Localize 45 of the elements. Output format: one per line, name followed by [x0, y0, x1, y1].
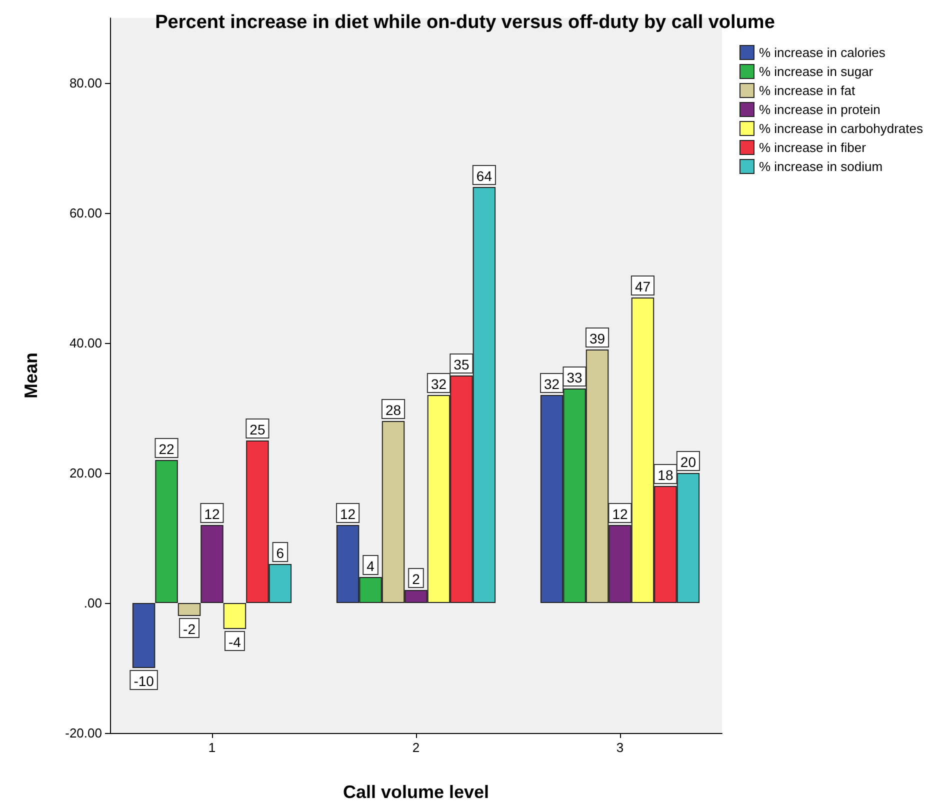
data-label: 35 [454, 356, 470, 372]
y-tick-label: 80.00 [69, 76, 102, 90]
data-label: 18 [658, 467, 674, 483]
data-label: -4 [228, 634, 242, 650]
bar [200, 525, 224, 603]
data-label: -10 [134, 673, 154, 689]
data-label: 6 [276, 545, 284, 561]
data-label: 4 [366, 558, 375, 574]
chart-title: Percent increase in diet while on-duty versus off-duty by call volume [155, 12, 775, 33]
data-label: 20 [680, 454, 696, 470]
y-axis-title: Mean [21, 352, 41, 399]
data-label: -2 [183, 621, 196, 637]
legend-label: % increase in sodium [758, 159, 883, 174]
data-label: 33 [566, 370, 583, 386]
y-tick-label: 40.00 [69, 336, 102, 350]
data-label: 12 [612, 506, 628, 522]
legend-label: % increase in calories [758, 45, 886, 60]
legend-label: % increase in fiber [758, 140, 867, 155]
legend-label: % increase in sugar [758, 64, 874, 79]
bar [155, 460, 178, 603]
data-label: 39 [589, 330, 606, 346]
legend-label: % increase in protein [758, 102, 880, 117]
legend-label: % increase in fat [758, 83, 856, 98]
data-label: 25 [250, 422, 266, 438]
data-label: 2 [412, 571, 420, 587]
data-label: 28 [385, 402, 402, 418]
data-label: 32 [430, 376, 447, 392]
data-label: 12 [204, 506, 220, 522]
data-label: 12 [340, 506, 356, 522]
bar [132, 603, 156, 668]
bar [223, 603, 246, 629]
y-tick-label: -20.00 [65, 726, 102, 740]
data-label: 47 [634, 278, 651, 294]
data-label: 64 [476, 168, 492, 184]
y-tick-label: 60.00 [69, 206, 102, 220]
x-tick-label: 1 [208, 740, 216, 755]
x-tick-label: 3 [616, 740, 624, 755]
x-tick-label: 2 [412, 740, 420, 755]
y-tick-label: 20.00 [69, 466, 102, 480]
data-label: 22 [158, 441, 175, 457]
data-label: 32 [544, 376, 560, 392]
legend-label: % increase in carbohydrates [758, 121, 924, 136]
y-tick-label: .00 [84, 596, 102, 610]
x-axis-title: Call volume level [342, 782, 490, 802]
bar [178, 603, 201, 616]
